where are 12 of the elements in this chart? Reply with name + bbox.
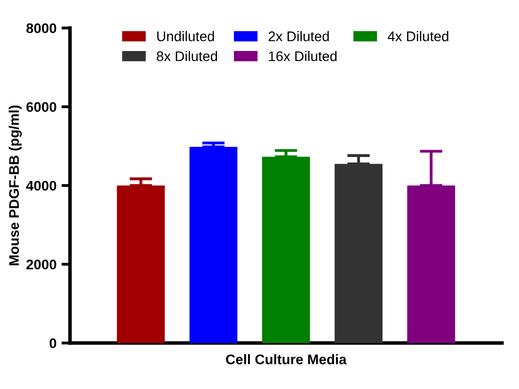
y-tick-label: 0 <box>50 338 56 348</box>
legend-label: 8x Diluted <box>156 50 218 62</box>
legend-label: 16x Diluted <box>268 50 337 62</box>
legend-label: 2x Diluted <box>268 31 329 42</box>
y-axis-title: Mouse PDGF-BB (pg/ml) <box>8 106 22 266</box>
legend-label: 4x Diluted <box>388 31 448 42</box>
y-tick-label: 4000 <box>26 180 56 191</box>
x-tick-label: Cell Culture Media <box>226 354 347 364</box>
y-tick-label: 6000 <box>26 102 56 112</box>
legend-label: Undiluted <box>157 31 214 42</box>
y-tick-label: 2000 <box>26 260 56 270</box>
y-tick-label: 8000 <box>26 23 56 34</box>
